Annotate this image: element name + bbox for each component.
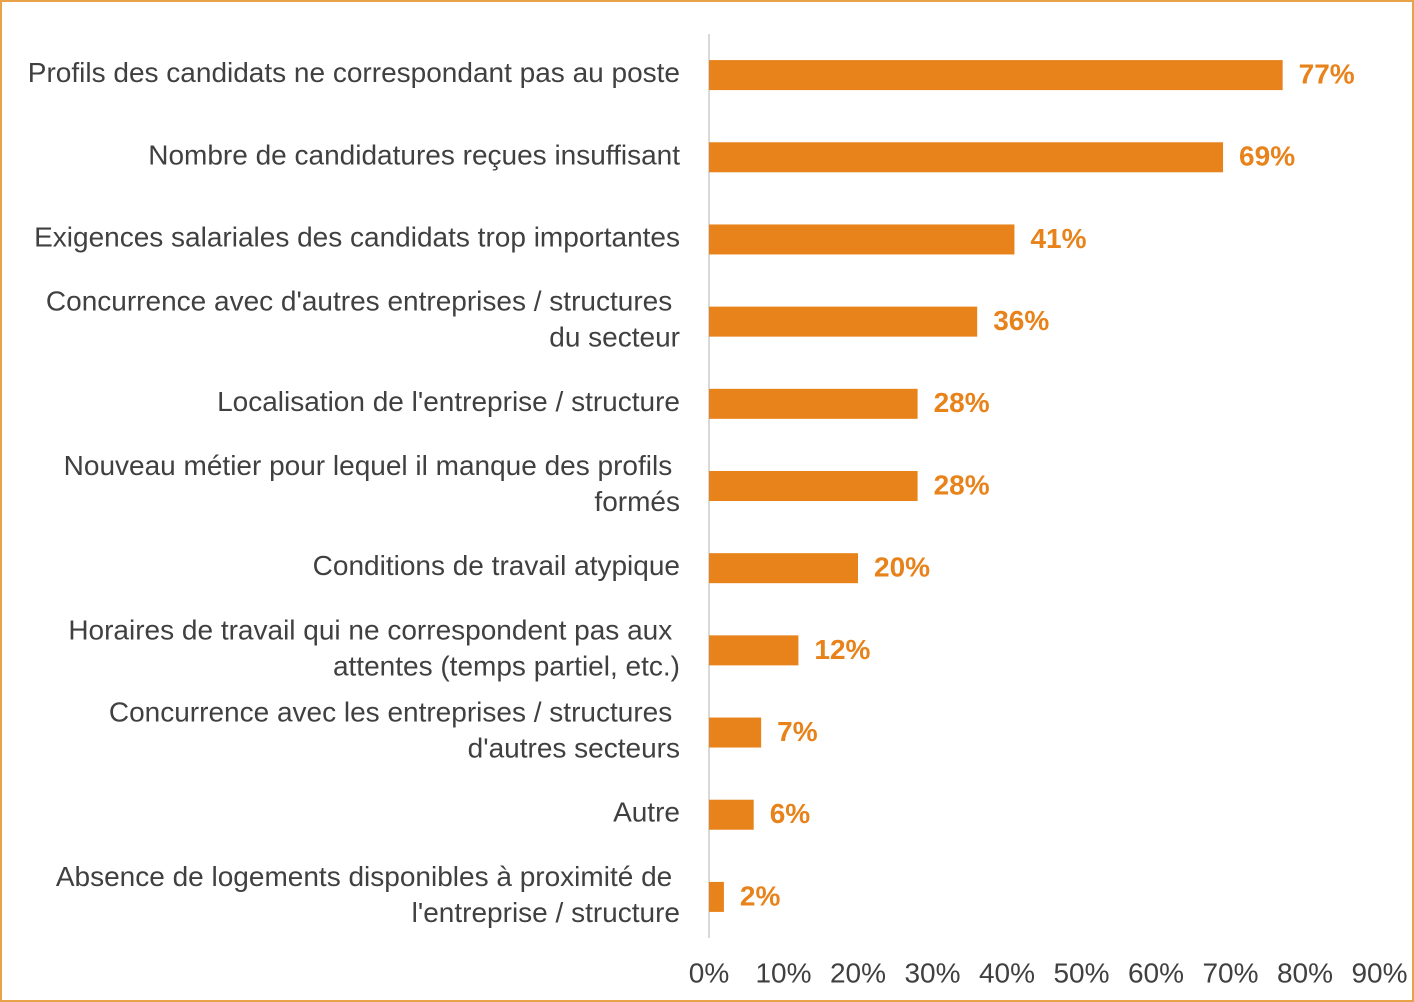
data-label: 28% (934, 469, 990, 500)
y-tick-label: Nombre de candidatures reçues insuffisan… (148, 140, 680, 171)
data-label: 12% (814, 634, 870, 665)
y-tick-label: Concurrence avec d'autres entreprises / … (46, 286, 680, 353)
bar (709, 635, 799, 666)
bar (709, 553, 858, 584)
y-tick-label: Conditions de travail atypique (313, 551, 680, 582)
x-tick-label: 10% (755, 957, 811, 988)
data-label: 69% (1239, 141, 1295, 172)
bar (709, 60, 1283, 91)
data-label: 36% (993, 305, 1049, 336)
x-tick-label: 40% (979, 957, 1035, 988)
bar (709, 881, 724, 912)
data-label: 41% (1030, 223, 1086, 254)
y-tick-label: Localisation de l'entreprise / structure (217, 386, 680, 417)
x-tick-label: 70% (1202, 957, 1258, 988)
bar (709, 799, 754, 830)
x-tick-label: 60% (1128, 957, 1184, 988)
y-tick-label: Absence de logements disponibles à proxi… (56, 861, 680, 928)
x-tick-label: 20% (830, 957, 886, 988)
y-tick-label: Autre (613, 797, 680, 828)
bar (709, 306, 978, 337)
bar (709, 717, 762, 748)
data-label: 77% (1299, 58, 1355, 89)
data-label: 28% (934, 387, 990, 418)
data-label: 7% (777, 716, 818, 747)
y-tick-label: Nouveau métier pour lequel il manque des… (64, 450, 680, 517)
data-label: 6% (770, 798, 811, 829)
x-tick-label: 50% (1053, 957, 1109, 988)
data-label: 2% (740, 880, 781, 911)
bar (709, 142, 1224, 173)
x-tick-label: 30% (904, 957, 960, 988)
x-tick-label: 90% (1351, 957, 1407, 988)
x-tick-label: 0% (689, 957, 729, 988)
bar (709, 471, 918, 501)
data-label: 20% (874, 552, 930, 583)
bar (709, 224, 1015, 255)
y-tick-label: Concurrence avec les entreprises / struc… (109, 697, 680, 764)
bar (709, 388, 918, 419)
x-tick-label: 80% (1277, 957, 1333, 988)
y-tick-label: Exigences salariales des candidats trop … (34, 222, 680, 253)
y-tick-label: Profils des candidats ne correspondant p… (28, 57, 680, 88)
y-tick-label: Horaires de travail qui ne correspondent… (68, 615, 680, 682)
